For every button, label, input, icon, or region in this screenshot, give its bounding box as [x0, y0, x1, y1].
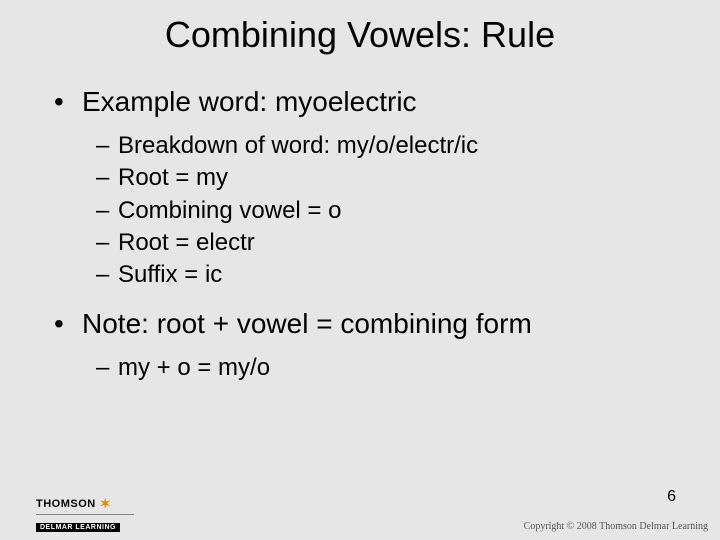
spacer: [54, 292, 690, 306]
bullet-l2: – Root = my: [96, 162, 690, 194]
copyright-text: Copyright © 2008 Thomson Delmar Learning: [524, 521, 708, 532]
bullet-dash-icon: –: [96, 352, 118, 384]
divider-line: [36, 514, 134, 515]
bullet-dash-icon: –: [96, 195, 118, 227]
bullet-l1: • Note: root + vowel = combining form: [54, 306, 690, 342]
bullet-l2: – Combining vowel = o: [96, 195, 690, 227]
slide-title: Combining Vowels: Rule: [0, 0, 720, 84]
bullet-text: my + o = my/o: [118, 352, 270, 384]
thomson-wordmark: THOMSON ✶: [36, 496, 134, 512]
bullet-text: Combining vowel = o: [118, 195, 341, 227]
bullet-text: Root = electr: [118, 227, 255, 259]
slide-footer: 6 THOMSON ✶ DELMAR LEARNING Copyright © …: [0, 494, 720, 540]
bullet-dot-icon: •: [54, 84, 82, 120]
bullet-l2: – Suffix = ic: [96, 259, 690, 291]
delmar-wordmark: DELMAR LEARNING: [36, 523, 120, 532]
bullet-dash-icon: –: [96, 259, 118, 291]
bullet-text: Root = my: [118, 162, 228, 194]
bullet-text: Example word: myoelectric: [82, 84, 417, 120]
bullet-l2: – my + o = my/o: [96, 352, 690, 384]
thomson-text: THOMSON: [36, 498, 96, 510]
bullet-dash-icon: –: [96, 162, 118, 194]
slide: Combining Vowels: Rule • Example word: m…: [0, 0, 720, 540]
bullet-l2: – Breakdown of word: my/o/electr/ic: [96, 130, 690, 162]
star-icon: ✶: [100, 496, 111, 512]
bullet-text: Suffix = ic: [118, 259, 222, 291]
publisher-logo: THOMSON ✶ DELMAR LEARNING: [36, 496, 134, 534]
bullet-text: Breakdown of word: my/o/electr/ic: [118, 130, 478, 162]
bullet-text: Note: root + vowel = combining form: [82, 306, 532, 342]
bullet-dash-icon: –: [96, 130, 118, 162]
bullet-dash-icon: –: [96, 227, 118, 259]
bullet-l1: • Example word: myoelectric: [54, 84, 690, 120]
bullet-dot-icon: •: [54, 306, 82, 342]
slide-body: • Example word: myoelectric – Breakdown …: [0, 84, 720, 384]
page-number: 6: [667, 488, 676, 506]
bullet-l2: – Root = electr: [96, 227, 690, 259]
